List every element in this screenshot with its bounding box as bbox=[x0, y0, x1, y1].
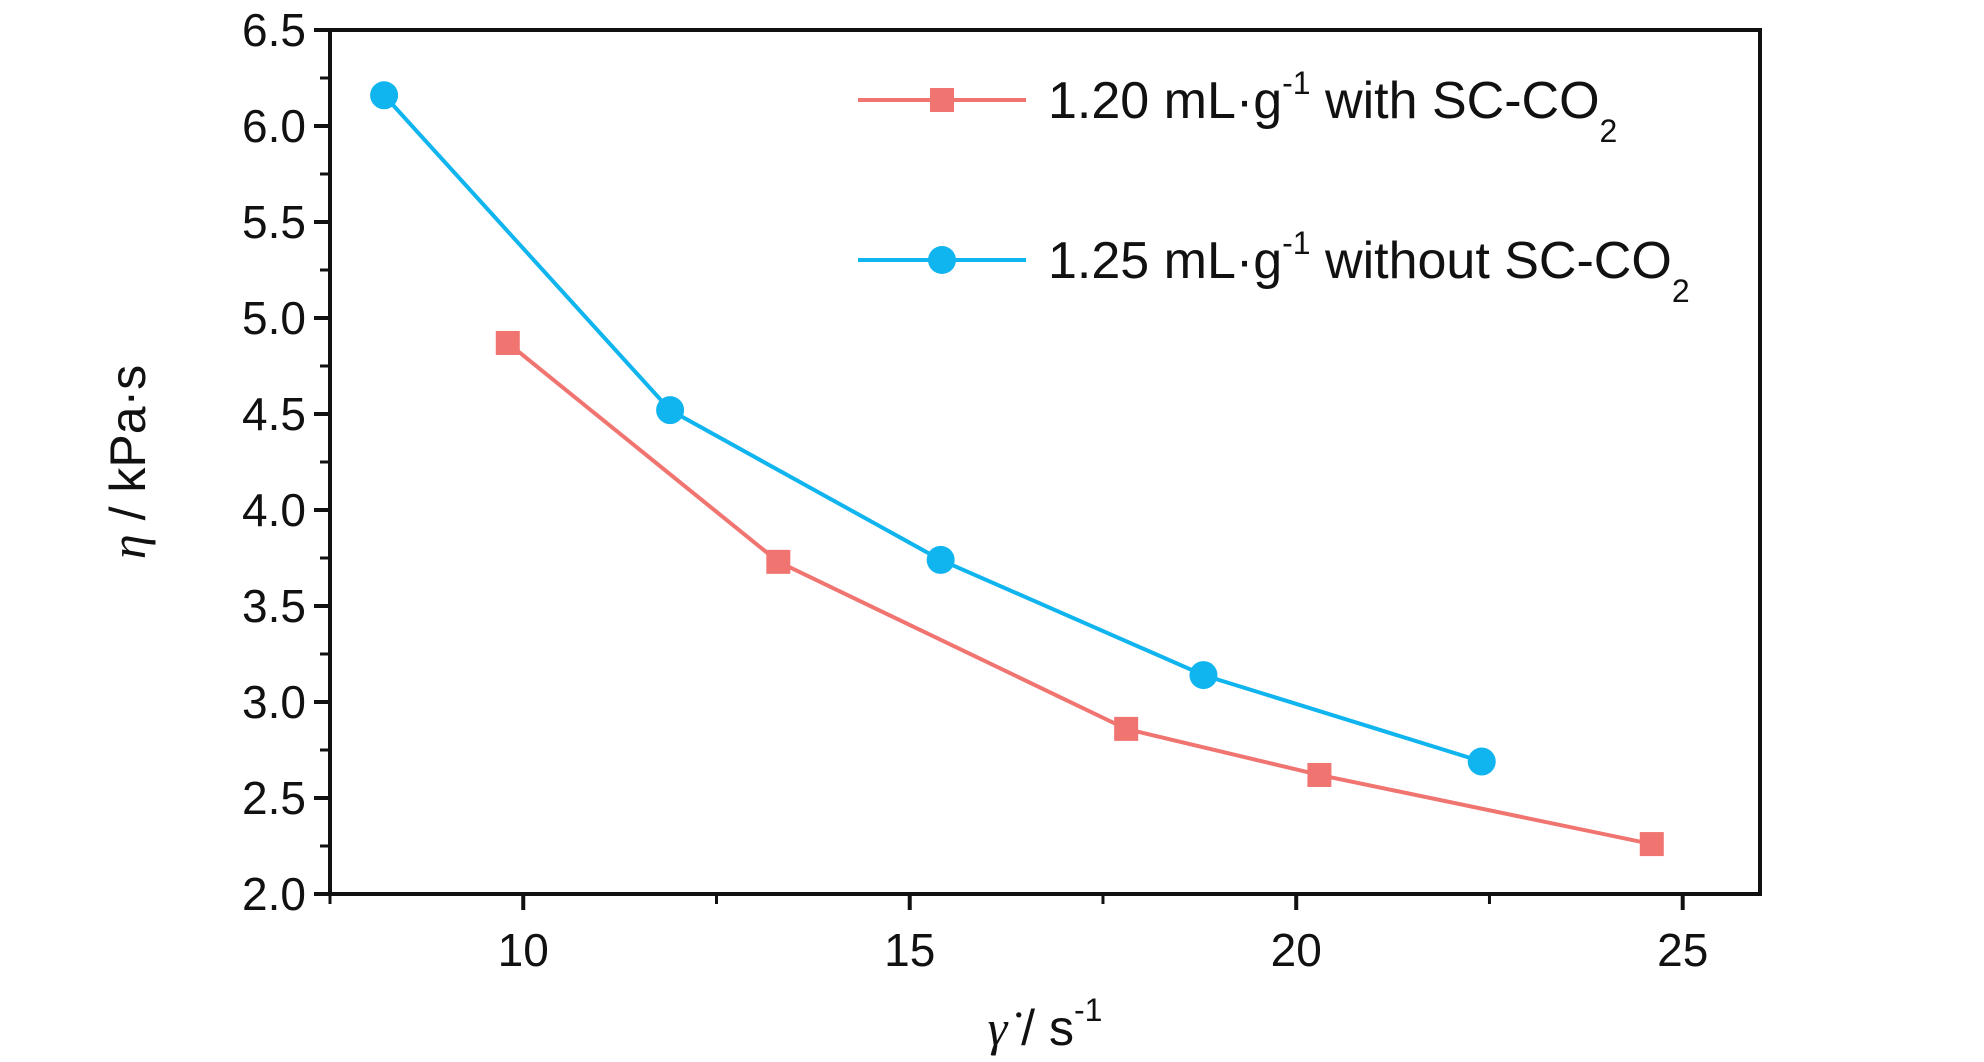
data-point bbox=[1114, 716, 1139, 741]
y-tick-label: 3.0 bbox=[242, 676, 306, 728]
data-point bbox=[656, 396, 685, 425]
x-tick-label: 20 bbox=[1271, 924, 1322, 976]
y-tick-label: 6.5 bbox=[242, 4, 306, 56]
y-tick-label: 6.0 bbox=[242, 100, 306, 152]
y-tick-label: 2.0 bbox=[242, 868, 306, 920]
data-point bbox=[1307, 762, 1332, 787]
x-axis-unit: / s bbox=[1007, 1000, 1074, 1056]
x-tick-label: 25 bbox=[1657, 924, 1708, 976]
legend-item-2: 1.25 mL·g-1 without SC-CO2 bbox=[858, 225, 1690, 309]
y-axis-unit: / kPa·s bbox=[100, 365, 156, 534]
x-tick-label: 15 bbox=[884, 924, 935, 976]
data-point bbox=[370, 81, 399, 110]
y-tick-label: 5.5 bbox=[242, 196, 306, 248]
axis-ticks: 10 15 20 25 2.0 2.5 3.0 3.5 4.0 4.5 5.0 5.5 6.0 6.5 bbox=[242, 4, 1708, 976]
data-point bbox=[1639, 832, 1664, 857]
y-tick-label: 5.0 bbox=[242, 292, 306, 344]
plot-frame bbox=[328, 28, 1762, 896]
y-tick-label: 4.5 bbox=[242, 388, 306, 440]
legend-label: 1.25 mL·g-1 without SC-CO2 bbox=[1048, 225, 1690, 309]
legend-item-1: 1.20 mL·g-1 with SC-CO2 bbox=[858, 65, 1617, 149]
legend-marker bbox=[928, 246, 956, 274]
data-point bbox=[495, 330, 520, 355]
series-1 bbox=[495, 330, 1664, 857]
y-tick-label: 2.5 bbox=[242, 772, 306, 824]
legend-marker bbox=[930, 88, 954, 112]
y-axis-title: η / kPa·s bbox=[100, 365, 156, 559]
series-layer bbox=[370, 81, 1664, 857]
x-axis-title: γ̇ / s-1 bbox=[988, 992, 1103, 1056]
data-point bbox=[1189, 661, 1218, 690]
y-tick-label: 3.5 bbox=[242, 580, 306, 632]
data-point bbox=[926, 545, 955, 574]
series-2 bbox=[370, 81, 1496, 776]
legend: 1.20 mL·g-1 with SC-CO2 1.25 mL·g-1 witho… bbox=[858, 65, 1690, 309]
series-line bbox=[382, 93, 1483, 764]
y-axis-symbol: η bbox=[100, 534, 156, 559]
x-axis-unit-sup: -1 bbox=[1074, 992, 1102, 1028]
data-point bbox=[766, 549, 791, 574]
y-tick-label: 4.0 bbox=[242, 484, 306, 536]
x-tick-label: 10 bbox=[498, 924, 549, 976]
legend-label: 1.20 mL·g-1 with SC-CO2 bbox=[1048, 65, 1617, 149]
data-point bbox=[1467, 747, 1496, 776]
